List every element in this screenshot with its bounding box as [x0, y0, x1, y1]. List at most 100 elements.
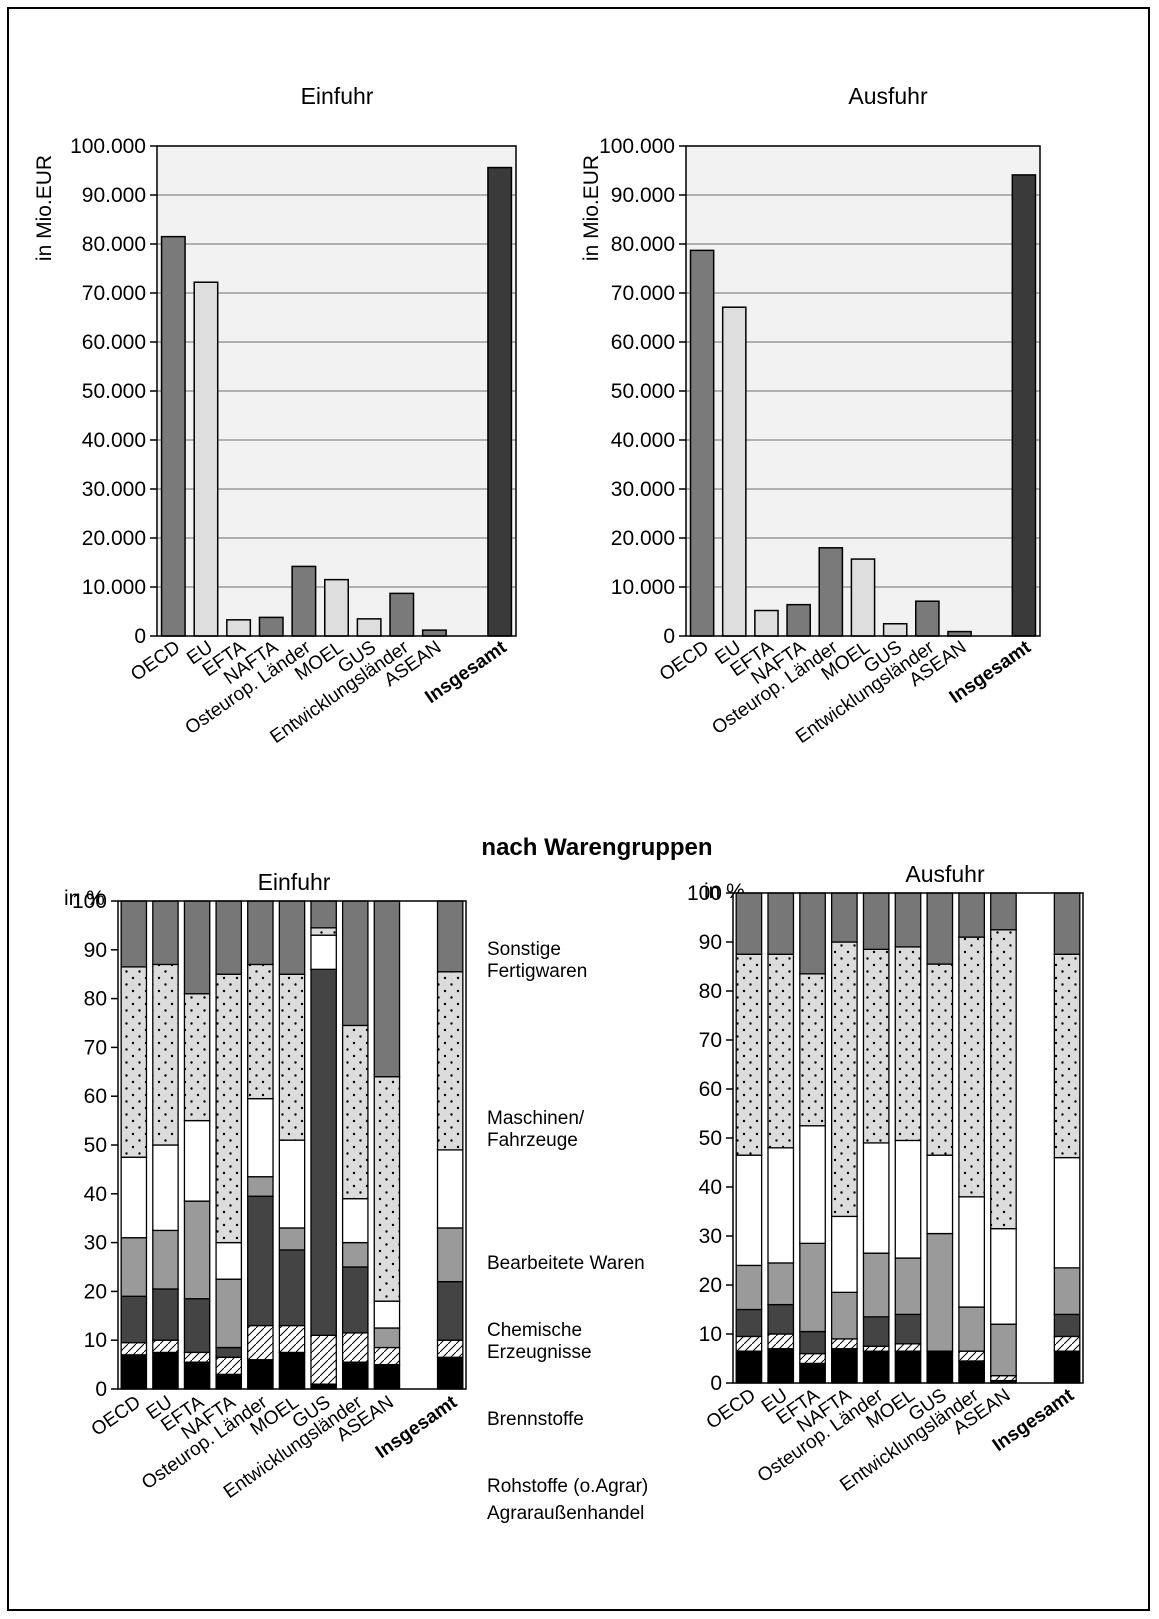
bar-segment [894, 1343, 922, 1352]
bar-segment [436, 1339, 464, 1358]
legend-label: Rohstoffe (o.Agrar) [487, 1476, 648, 1497]
bar-segment [152, 1351, 179, 1390]
section-title: nach Warengruppen [481, 834, 712, 861]
bar [818, 547, 844, 637]
bar-segment [120, 1295, 148, 1344]
bar-segment [830, 1338, 858, 1350]
y-tick-label: 20.000 [611, 527, 675, 550]
bar-segment [341, 1198, 369, 1244]
bar [291, 565, 317, 637]
y-tick-label: 10 [699, 1323, 722, 1346]
bar-segment [120, 1354, 148, 1390]
bar [689, 249, 715, 637]
bar-segment [373, 1327, 401, 1349]
chart-einfuhr-percent: Einfuhr in % 0102030405060708090100OECDE… [64, 869, 648, 1524]
bar [389, 592, 415, 637]
bar-segment [767, 1262, 795, 1306]
plot-frame [156, 145, 517, 637]
bar-segment [278, 900, 306, 975]
bar-segment [278, 1249, 306, 1327]
bar-segment [894, 1257, 922, 1316]
bar-segment [247, 1097, 274, 1178]
bar-segment [183, 1361, 211, 1390]
bar-segment [373, 900, 401, 1078]
bar [258, 616, 284, 637]
bar-segment [436, 1149, 464, 1229]
bar-segment [215, 973, 243, 1244]
bar-segment [894, 1313, 922, 1345]
y-tick-label: 50.000 [82, 380, 146, 403]
bar-segment [767, 953, 795, 1149]
bar-segment [247, 1176, 274, 1197]
bar-segment [926, 1350, 954, 1384]
y-tick-label: 90 [699, 931, 722, 954]
bar-segment [247, 900, 274, 966]
y-tick-label: 90.000 [611, 184, 675, 207]
bar-segment [1053, 1313, 1081, 1338]
chart-einfuhr-absolute: Einfuhr in Mio.EUR 0 10.000 20.000 30.000 40… [33, 83, 517, 748]
bar-segment [1053, 892, 1081, 955]
bar-segment [990, 1375, 1017, 1382]
bar-segment [183, 1200, 211, 1300]
bar-segment [436, 971, 464, 1151]
bar-segment [152, 900, 179, 966]
bar-segment [735, 1264, 763, 1311]
bar-segment [183, 900, 211, 995]
bar [786, 603, 811, 637]
y-tick-label: 40 [699, 1176, 722, 1199]
y-tick-label: 50.000 [611, 380, 675, 403]
bar-segment [310, 927, 337, 936]
bar [193, 281, 219, 637]
bar-segment [183, 1119, 211, 1202]
bar-segment [436, 1356, 464, 1390]
bar-segment [247, 1359, 274, 1390]
bar-segment [152, 1144, 179, 1232]
bar-segment [958, 1360, 986, 1384]
legend-label: Fertigwaren [487, 961, 587, 982]
y-tick-label: 60 [84, 1085, 107, 1108]
bar-segment [799, 892, 826, 975]
bar-segment [436, 1280, 464, 1341]
y-tick-label: 30.000 [611, 478, 675, 501]
y-tick-label: 30 [699, 1225, 722, 1248]
bar-segment [341, 1332, 369, 1363]
bar-segment [215, 1278, 243, 1349]
bar-segment [152, 1288, 179, 1341]
legend-label: Agraraußenhandel [487, 1503, 644, 1524]
y-tick-label: 100.000 [70, 135, 146, 158]
y-tick-label: 50 [699, 1127, 722, 1150]
bar-segment [247, 1195, 274, 1327]
bar-segment [958, 892, 986, 938]
y-tick-label: 0 [710, 1372, 722, 1395]
bar-segment [767, 1333, 795, 1350]
bar-segment [894, 1139, 922, 1259]
chart-title: Einfuhr [301, 83, 374, 109]
bar-segment [894, 946, 922, 1142]
y-axis-label: in % [704, 880, 745, 903]
bar-segment [310, 968, 337, 1336]
legend-label: Maschinen/ [487, 1108, 585, 1129]
y-tick-label: 30.000 [82, 478, 146, 501]
bar-segment [215, 900, 243, 975]
bar-segment [183, 1298, 211, 1354]
bar [356, 618, 382, 637]
bar-segment [373, 1300, 401, 1329]
bar-segment [278, 1351, 306, 1390]
legend-label: Sonstige [487, 939, 561, 960]
bar [160, 235, 186, 637]
bar-segment [958, 936, 986, 1198]
y-tick-label: 80 [84, 988, 107, 1011]
bar-segment [830, 892, 858, 943]
bar-segment [926, 892, 954, 965]
bar-segment [862, 1345, 890, 1352]
bar-segment [341, 1266, 369, 1334]
bar-segment [247, 1324, 274, 1361]
legend-label: Erzeugnisse [487, 1342, 592, 1363]
bar-segment [373, 1076, 401, 1302]
bar-segment [830, 1215, 858, 1294]
y-tick-label: 70.000 [611, 282, 675, 305]
bar-segment [958, 1306, 986, 1352]
bar-segment [1053, 953, 1081, 1159]
y-tick-label: 10.000 [611, 576, 675, 599]
bar-segment [735, 892, 763, 955]
